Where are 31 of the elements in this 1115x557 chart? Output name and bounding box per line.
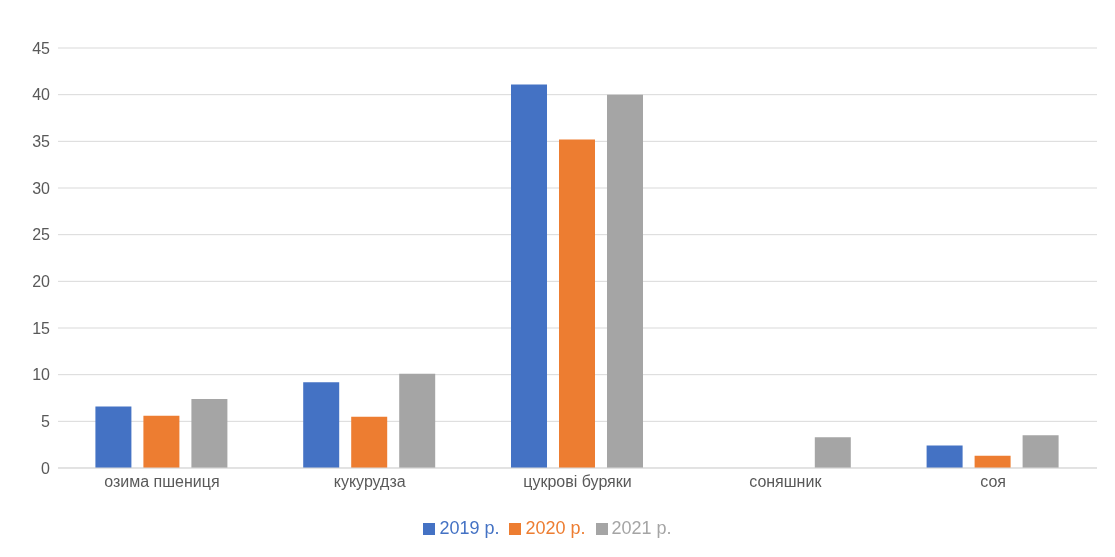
y-tick-label: 45 xyxy=(32,39,51,57)
y-tick-label: 5 xyxy=(41,413,51,431)
bar xyxy=(303,382,340,468)
bar xyxy=(191,398,228,468)
bar xyxy=(559,139,595,468)
bar xyxy=(607,94,643,468)
y-tick-label: 20 xyxy=(32,273,51,291)
y-tick-label: 30 xyxy=(32,179,51,197)
y-tick-label: 15 xyxy=(32,319,51,337)
legend-label: 2021 р. xyxy=(611,518,672,538)
bar xyxy=(814,437,851,468)
x-tick-label: кукурудза xyxy=(333,473,406,491)
bar xyxy=(926,445,963,468)
bar xyxy=(143,415,180,468)
y-tick-label: 40 xyxy=(32,86,51,104)
bar xyxy=(974,455,1011,468)
legend-label: 2020 р. xyxy=(525,518,586,538)
x-tick-label: соняшник xyxy=(749,473,823,491)
legend-label: 2019 р. xyxy=(439,518,500,538)
x-tick-label: цукрові буряки xyxy=(523,473,632,491)
y-tick-label: 10 xyxy=(32,366,51,384)
bar xyxy=(95,406,132,468)
bar xyxy=(511,84,547,468)
bar xyxy=(399,373,436,468)
bar xyxy=(351,416,388,468)
x-tick-label: соя xyxy=(980,473,1006,491)
x-tick-label: озима пшениця xyxy=(104,473,220,491)
y-tick-label: 35 xyxy=(32,133,51,151)
bar xyxy=(1022,435,1059,468)
y-tick-label: 25 xyxy=(32,226,51,244)
y-tick-label: 0 xyxy=(41,459,51,477)
